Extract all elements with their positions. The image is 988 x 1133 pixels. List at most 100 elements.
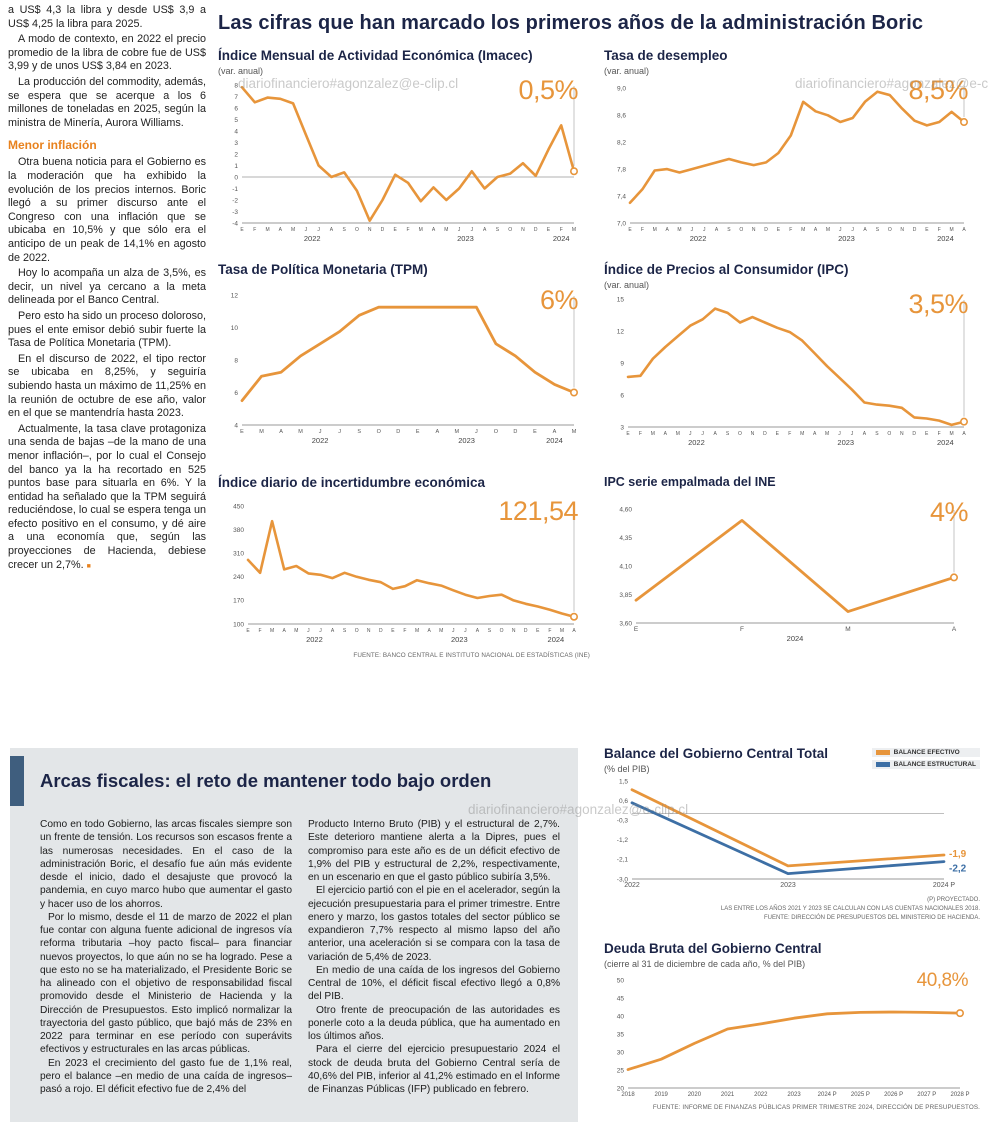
svg-text:J: J [452,628,455,634]
svg-text:100: 100 [233,621,244,628]
fiscal-text: Como en todo Gobierno, las arcas fiscale… [10,806,578,1096]
svg-text:J: J [319,628,322,634]
svg-text:0,6: 0,6 [619,798,628,805]
chart-subtitle-desempleo: (var. anual) [604,66,650,76]
svg-text:3: 3 [234,140,238,147]
svg-text:N: N [367,628,371,634]
paragraph: Para el cierre del ejercicio presupuesta… [308,1044,560,1095]
svg-text:S: S [496,227,500,233]
svg-text:M: M [291,227,295,233]
chart-title-desempleo: Tasa de desempleo [604,48,728,63]
svg-text:N: N [521,227,525,233]
svg-text:240: 240 [233,574,244,581]
svg-text:A: A [715,227,719,233]
svg-text:O: O [494,429,499,435]
svg-text:E: E [777,227,781,233]
svg-text:O: O [739,227,743,233]
svg-text:F: F [259,628,262,634]
svg-text:J: J [851,227,854,233]
legend-item-efectivo: BALANCE EFECTIVO [871,748,980,757]
svg-text:A: A [283,628,287,634]
svg-text:9,0: 9,0 [617,86,626,93]
svg-text:4: 4 [234,128,238,135]
chart-card-imacec: Índice Mensual de Actividad Económica (I… [218,48,590,249]
fiscal-column-1: Como en todo Gobierno, las arcas fiscale… [40,818,292,1096]
svg-text:D: D [379,628,383,634]
svg-text:A: A [483,227,487,233]
svg-text:J: J [475,429,478,435]
svg-text:-2,1: -2,1 [617,857,629,864]
svg-text:S: S [876,227,880,233]
svg-text:J: J [464,628,467,634]
svg-text:A: A [279,227,283,233]
article-body: Otra buena noticia para el Gobierno es l… [8,156,206,572]
svg-text:35: 35 [617,1031,625,1038]
paragraph: En 2023 el crecimiento del gasto fue de … [40,1057,292,1096]
svg-text:D: D [763,431,767,437]
svg-text:E: E [394,227,398,233]
svg-text:M: M [455,429,460,435]
svg-text:2: 2 [234,151,238,158]
svg-text:M: M [444,227,448,233]
svg-text:E: E [240,227,244,233]
svg-text:J: J [691,227,694,233]
svg-text:J: J [305,227,308,233]
svg-text:450: 450 [233,503,244,510]
chart-card-ipc: Índice de Precios al Consumidor (IPC) (v… [604,262,980,453]
svg-text:6: 6 [620,392,624,399]
chart-title-ipc: Índice de Precios al Consumidor (IPC) [604,262,849,277]
svg-text:170: 170 [233,598,244,605]
svg-text:S: S [357,429,361,435]
balance-footnotes: (P) PROYECTADO. LAS ENTRE LOS AÑOS 2021 … [604,896,980,923]
svg-text:M: M [298,429,303,435]
svg-text:2025 P: 2025 P [851,1092,870,1098]
svg-text:4,60: 4,60 [619,506,632,513]
svg-text:E: E [246,628,250,634]
watermark: diariofinanciero#agonzalez@e-clip.cl [238,76,459,91]
svg-text:E: E [925,227,929,233]
svg-text:2024 P: 2024 P [933,882,956,889]
svg-text:M: M [651,431,655,437]
balance-header: Balance del Gobierno Central Total (% de… [604,746,980,775]
svg-text:-2,2: -2,2 [949,864,967,875]
deuda-latest-value: 40,8% [916,970,969,991]
svg-text:2023: 2023 [787,1092,801,1098]
svg-text:O: O [508,227,512,233]
svg-text:E: E [626,431,630,437]
svg-text:M: M [439,628,443,634]
svg-text:F: F [253,227,256,233]
svg-text:2024: 2024 [937,234,954,243]
chart-card-tpm: Tasa de Política Monetaria (TPM) 6% 12 10… [218,262,590,451]
svg-text:M: M [826,227,830,233]
svg-text:O: O [377,429,382,435]
svg-text:8,2: 8,2 [617,140,626,147]
svg-text:S: S [343,628,347,634]
balance-line-chart: 1,5 0,6 -0,3 -1,2 -2,1 -3,0 2022 2023 2024 P -1,9… [604,775,980,893]
svg-text:J: J [307,628,310,634]
svg-text:20: 20 [617,1085,625,1092]
svg-text:A: A [553,429,557,435]
svg-text:D: D [513,429,517,435]
tpm-latest-value: 6% [539,285,579,315]
svg-text:A: A [713,431,717,437]
svg-text:J: J [458,227,461,233]
chart-title-imacec: Índice Mensual de Actividad Económica (I… [218,48,533,63]
paragraph: a US$ 4,3 la libra y desde US$ 3,9 a US$… [8,4,206,30]
paragraph: Hoy lo acompaña un alza de 3,5%, es deci… [8,267,206,307]
chart-subtitle-deuda: (cierre al 31 de diciembre de cada año, … [604,959,806,969]
svg-text:N: N [751,431,755,437]
svg-text:A: A [813,431,817,437]
svg-text:4,10: 4,10 [619,563,632,570]
svg-text:2024: 2024 [548,635,565,644]
svg-text:310: 310 [233,551,244,558]
svg-text:A: A [572,628,576,634]
svg-text:15: 15 [617,296,625,303]
svg-text:M: M [800,431,804,437]
svg-text:J: J [471,227,474,233]
svg-text:A: A [665,227,669,233]
paragraph: Otra buena noticia para el Gobierno es l… [8,156,206,264]
desempleo-latest-value: 8,5% [908,75,968,105]
balance-note-accounts: LAS ENTRE LOS AÑOS 2021 Y 2023 SE CALCUL… [720,906,980,912]
svg-text:0: 0 [234,174,238,181]
svg-text:7,4: 7,4 [617,193,626,200]
